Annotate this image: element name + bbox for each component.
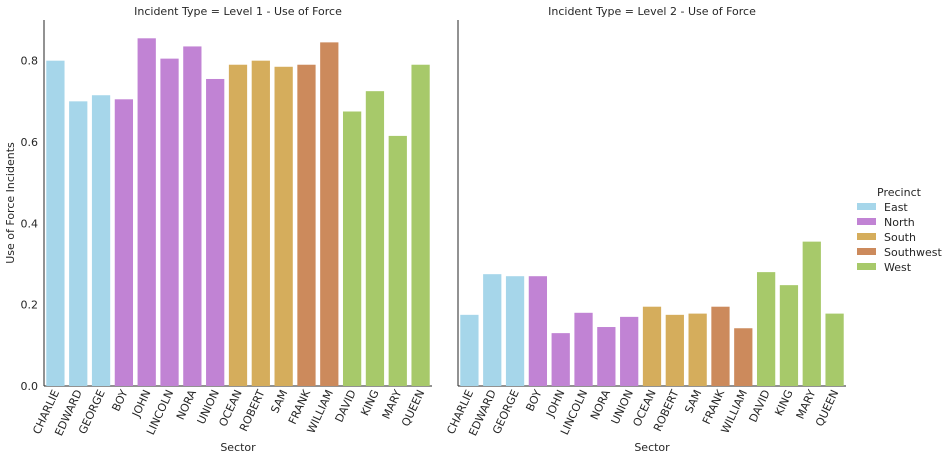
bar-ocean — [228, 64, 248, 386]
x-tick-label: BOY — [109, 388, 130, 414]
y-tick-label: 0.6 — [21, 136, 39, 149]
bar-edward — [483, 274, 502, 386]
x-tick-label: SAM — [268, 388, 290, 415]
bar-king — [779, 285, 799, 386]
y-tick-label: 0.4 — [21, 217, 39, 230]
bar-queen — [825, 313, 844, 386]
panel-title: Incident Type = Level 2 - Use of Force — [548, 5, 756, 18]
x-tick-label: SAM — [682, 388, 704, 415]
bar-charlie — [460, 314, 479, 386]
bar-william — [320, 42, 339, 387]
x-axis-label: Sector — [220, 441, 256, 454]
x-tick-label: MARY — [380, 388, 405, 422]
bar-sam — [274, 66, 293, 387]
bar-king — [365, 91, 385, 387]
bar-charlie — [46, 60, 65, 387]
bar-nora — [183, 46, 202, 387]
bar-david — [756, 272, 776, 386]
bar-lincoln — [574, 312, 593, 386]
bar-david — [342, 111, 362, 386]
legend-label: West — [884, 261, 912, 274]
bar-john — [551, 333, 570, 386]
y-axis-label: Use of Force Incidents — [4, 142, 17, 264]
facet-panel-1: Incident Type = Level 1 - Use of Force 0.… — [4, 5, 432, 454]
legend-swatch-west — [857, 263, 876, 270]
bar-union — [620, 316, 639, 386]
bar-frank — [711, 306, 730, 386]
legend-swatch-north — [857, 218, 876, 225]
legend-swatch-south — [857, 233, 876, 240]
bar-union — [206, 78, 225, 386]
x-tick-label: MARY — [794, 388, 819, 422]
bar-mary — [388, 135, 407, 386]
y-tick-label: 0.8 — [21, 55, 39, 68]
x-tick-label: JOHN — [543, 388, 567, 420]
bar-william — [734, 328, 753, 386]
bar-john — [137, 38, 156, 387]
legend-label: North — [884, 216, 915, 229]
bar-robert — [665, 314, 684, 386]
legend-label: East — [884, 201, 908, 214]
x-tick-label: NORA — [174, 387, 199, 422]
bar-ocean — [642, 306, 662, 386]
x-tick-label: JOHN — [129, 388, 153, 420]
legend: Precinct East North South Southwest West — [857, 186, 942, 274]
bar-robert — [251, 60, 270, 387]
bar-nora — [597, 327, 616, 386]
x-tick-label: DAVID — [333, 388, 359, 425]
panel-title: Incident Type = Level 1 - Use of Force — [134, 5, 342, 18]
x-tick-label: NORA — [588, 387, 613, 422]
x-tick-label: KING — [772, 388, 795, 418]
x-tick-label: KING — [358, 388, 381, 418]
legend-label: South — [884, 231, 916, 244]
bar-queen — [411, 64, 430, 386]
x-tick-label: DAVID — [747, 388, 773, 425]
bar-boy — [528, 276, 548, 386]
y-tick-label: 0.2 — [21, 299, 39, 312]
bar-edward — [69, 101, 88, 386]
bar-mary — [802, 241, 821, 386]
legend-swatch-east — [857, 203, 876, 210]
bar-george — [91, 95, 111, 386]
legend-label: Southwest — [884, 246, 942, 259]
bar-frank — [297, 64, 316, 386]
y-tick-label: 0.0 — [21, 380, 39, 393]
facet-panel-2: Incident Type = Level 2 - Use of ForceCH… — [444, 5, 846, 454]
bar-sam — [688, 313, 707, 386]
bar-george — [505, 276, 525, 386]
legend-title: Precinct — [877, 186, 922, 199]
x-tick-label: BOY — [523, 388, 544, 414]
x-axis-label: Sector — [634, 441, 670, 454]
bar-boy — [114, 99, 134, 387]
bar-lincoln — [160, 58, 179, 386]
legend-swatch-southwest — [857, 248, 876, 255]
